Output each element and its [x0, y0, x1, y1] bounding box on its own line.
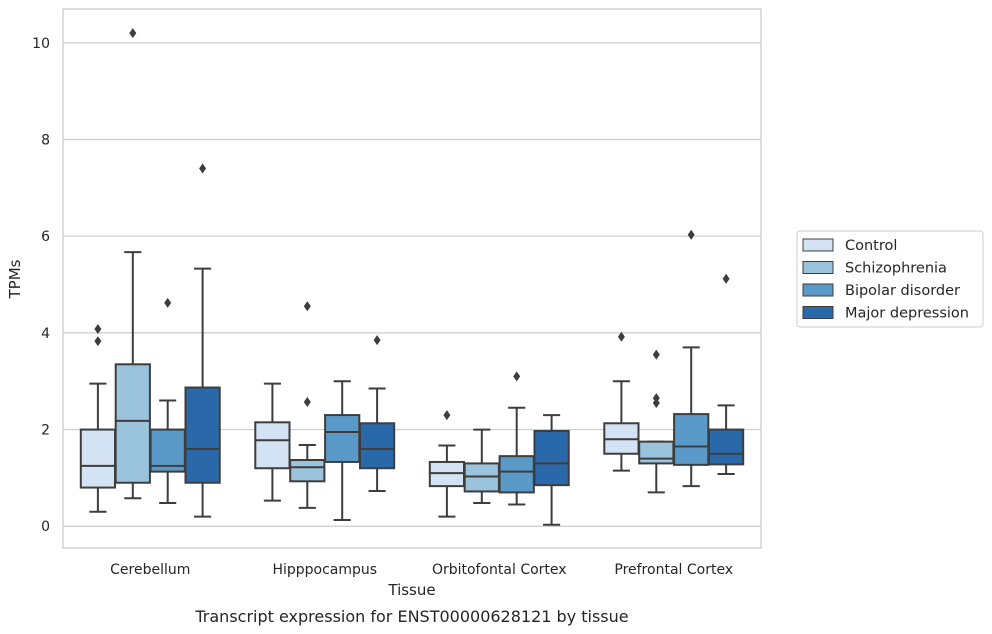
outlier-point — [373, 335, 381, 346]
y-axis-label: TPMs — [6, 259, 24, 299]
box-group — [184, 163, 221, 518]
legend-label: Schizophrenia — [845, 261, 947, 277]
outlier-point — [513, 371, 521, 382]
x-tick-label: Hipppocampus — [272, 562, 377, 578]
outlier-point — [722, 273, 730, 284]
box — [358, 422, 396, 470]
x-tick-label: Orbitofontal Cortex — [432, 562, 567, 578]
box-group — [533, 414, 570, 526]
outlier-point — [199, 163, 207, 174]
outlier-point — [652, 349, 660, 360]
legend-label: Bipolar disorder — [845, 283, 960, 299]
box-group — [114, 28, 151, 500]
legend-label: Major depression — [845, 306, 969, 322]
outlier-point — [443, 410, 451, 421]
legend: Control Schizophrenia Bipolar disorder Majo… — [796, 230, 984, 328]
x-tick-labels: Cerebellum Hipppocampus Orbitofontal Corte… — [110, 562, 733, 578]
outlier-point — [687, 229, 695, 240]
outlier-point — [303, 397, 311, 408]
box — [79, 428, 117, 489]
chart-caption: Transcript expression for ENST0000062812… — [194, 607, 628, 626]
outlier-point — [303, 301, 311, 312]
box — [638, 440, 675, 465]
box-group — [358, 335, 396, 492]
y-tick-label: 4 — [41, 326, 50, 342]
y-tick-label: 2 — [41, 423, 50, 439]
y-tick-label: 10 — [32, 36, 50, 52]
x-tick-label: Cerebellum — [110, 562, 190, 578]
box-group — [428, 410, 466, 518]
box-group — [498, 371, 535, 506]
y-tick-label: 0 — [41, 519, 50, 535]
box-group — [673, 229, 710, 488]
box — [533, 430, 570, 487]
box — [324, 414, 361, 463]
legend-swatch — [802, 283, 834, 297]
box-group — [254, 382, 291, 502]
legend-swatch — [802, 238, 834, 252]
box-group — [289, 301, 326, 509]
plot-area-frame — [62, 8, 762, 549]
box-group — [149, 297, 186, 505]
outlier-point — [129, 28, 137, 39]
box — [184, 386, 221, 484]
box — [707, 428, 745, 466]
box-group — [603, 331, 640, 472]
box-group — [324, 380, 361, 521]
box — [673, 413, 710, 466]
box — [498, 455, 535, 494]
box-group — [79, 324, 117, 513]
outlier-point — [617, 331, 625, 342]
box-group — [638, 349, 675, 494]
outlier-point — [652, 393, 660, 404]
legend-swatch — [802, 261, 834, 274]
box-group — [463, 428, 500, 505]
outlier-point — [94, 324, 102, 335]
y-tick-label: 8 — [41, 133, 50, 149]
x-tick-label: Prefrontal Cortex — [614, 562, 733, 578]
box-group — [707, 273, 745, 476]
y-tick-label: 6 — [41, 229, 50, 245]
box — [289, 459, 326, 483]
legend-frame — [796, 230, 984, 328]
box — [114, 363, 151, 484]
outlier-point — [94, 336, 102, 347]
legend-swatch — [802, 306, 834, 319]
legend-label: Control — [845, 238, 897, 254]
box-series — [79, 28, 745, 526]
box — [254, 421, 291, 470]
y-tick-labels: 0 2 4 6 8 10 — [32, 36, 50, 535]
x-axis-label: Tissue — [387, 581, 435, 599]
outlier-point — [164, 297, 172, 308]
